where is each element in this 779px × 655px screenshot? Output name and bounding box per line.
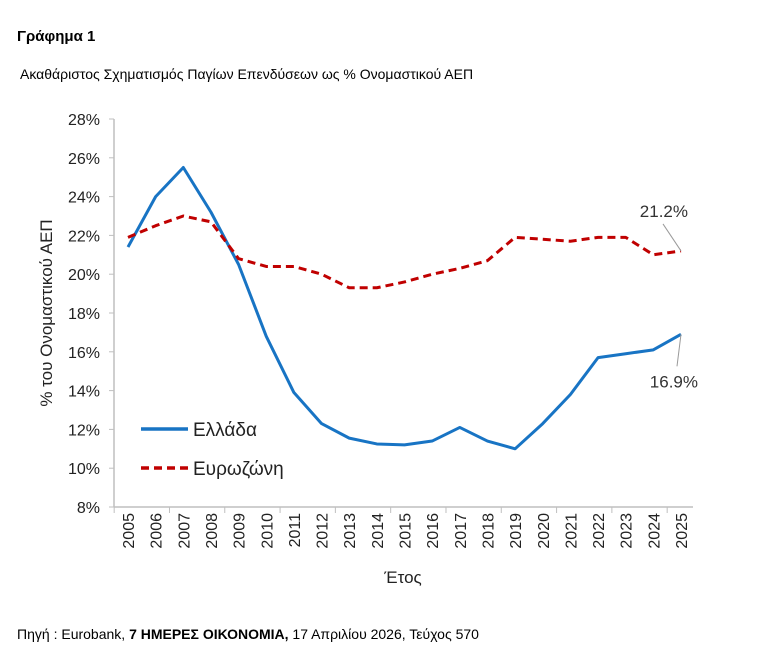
y-tick-label: 24% [68,190,100,207]
source-note: Πηγή : Eurobank, 7 ΗΜΕΡΕΣ ΟΙΚΟΝΟΜΙΑ, 17 … [17,626,479,642]
x-tick-label: 2007 [176,513,193,549]
y-tick-label: 22% [68,228,100,245]
y-tick-label: 16% [68,345,100,362]
x-tick-label: 2025 [674,513,691,549]
x-tick-label: 2023 [619,513,636,549]
figure-label: Γράφημα 1 [17,28,96,45]
x-tick-label: 2016 [425,513,442,549]
y-tick-label: 26% [68,151,100,168]
y-tick-label: 20% [68,267,100,284]
end-value-label: 16.9% [650,372,698,391]
x-tick-label: 2015 [398,513,415,549]
x-tick-label: 2010 [259,513,276,549]
source-prefix: Πηγή : Eurobank, [17,626,130,642]
x-tick-label: 2018 [480,513,497,549]
series-line-greece [126,166,682,451]
y-tick-label: 8% [77,500,100,517]
chart-title: Ακαθάριστος Σχηματισμός Παγίων Επενδύσεω… [20,66,474,82]
source-publication: 7 ΗΜΕΡΕΣ ΟΙΚΟΝΟΜΙΑ, [129,626,289,642]
callout-line [676,334,682,367]
x-tick-label: 2017 [453,513,470,549]
legend-label: Ελλάδα [193,420,257,441]
x-tick-label: 2005 [121,513,138,549]
y-tick-label: 18% [68,306,100,323]
legend-label: Ευρωζώνη [193,459,284,480]
y-tick-label: 12% [68,422,100,439]
y-tick-label: 14% [68,384,100,401]
x-tick-label: 2022 [591,513,608,549]
x-tick-label: 2012 [315,513,332,549]
x-tick-label: 2020 [536,513,553,549]
y-tick-label: 10% [68,461,100,478]
x-tick-label: 2009 [232,513,249,549]
x-tick-label: 2011 [287,513,304,548]
x-tick-label: 2024 [646,513,663,549]
series-line-eurozone [127,214,682,290]
x-tick-label: 2014 [370,513,387,549]
x-tick-label: 2021 [563,513,580,549]
y-axis-label: % του Ονομαστικού ΑΕΠ [37,219,56,406]
x-tick-label: 2019 [508,513,525,549]
x-axis-label: Έτος [383,568,421,587]
end-value-label: 21.2% [640,202,688,221]
x-tick-label: 2013 [342,513,359,549]
x-tick-label: 2006 [149,513,166,549]
x-tick-label: 2008 [204,513,221,549]
y-tick-label: 28% [68,112,100,129]
source-suffix: 17 Απριλίου 2026, Τεύχος 570 [288,626,479,642]
callout-line [662,223,682,252]
